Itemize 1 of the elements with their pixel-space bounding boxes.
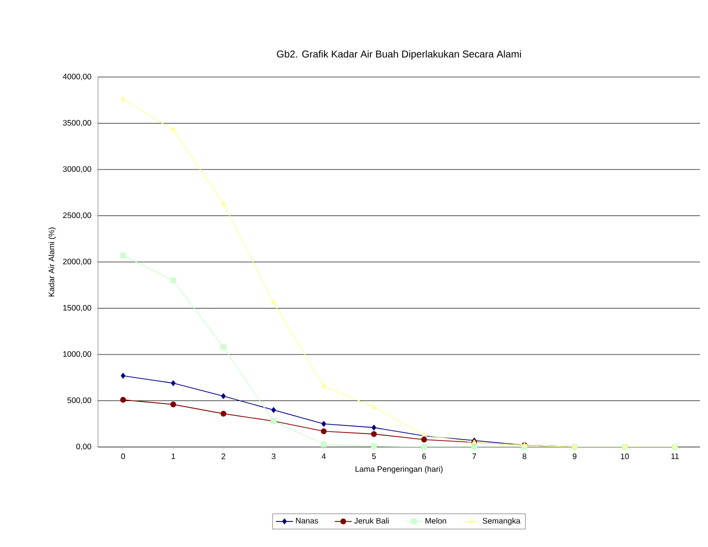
chart-title: Gb2. Grafik Kadar Air Buah Diperlakukan Secara Alami [276, 50, 521, 60]
